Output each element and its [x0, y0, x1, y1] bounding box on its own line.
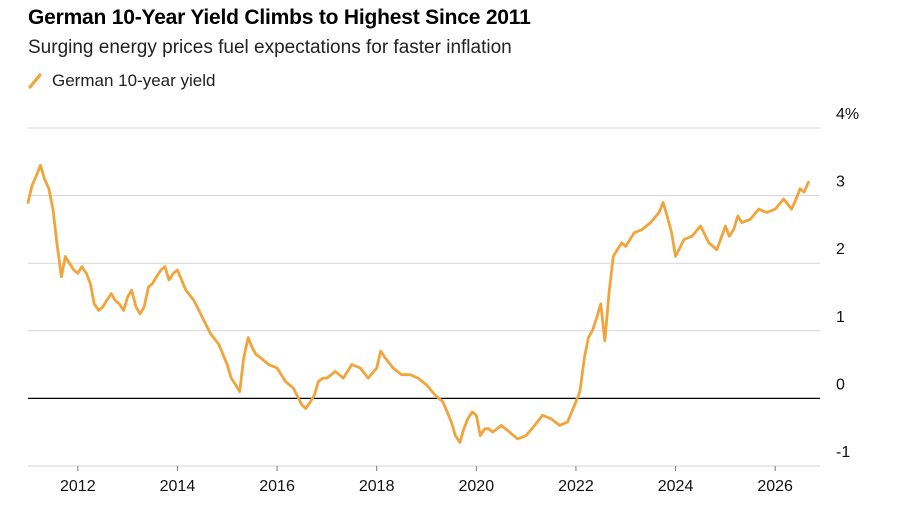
x-tick-label: 2022 — [558, 478, 594, 495]
chart-subtitle: Surging energy prices fuel expectations … — [28, 37, 512, 58]
legend-label: German 10-year yield — [52, 71, 216, 90]
legend-line-icon — [28, 73, 42, 89]
series-layer — [26, 163, 810, 444]
gridlines — [28, 127, 820, 467]
legend: German 10-year yield — [28, 71, 215, 91]
y-tick-label: 1 — [836, 309, 845, 326]
x-tick-label: 2018 — [359, 478, 395, 495]
y-tick-label: -1 — [836, 444, 850, 461]
y-axis: -1 0 1 2 3 4% — [836, 106, 859, 461]
x-tick-label: 2016 — [259, 478, 295, 495]
x-tick-label: 2024 — [658, 478, 694, 495]
x-tick-label: 2020 — [459, 478, 495, 495]
y-tick-label: 4% — [836, 106, 859, 123]
chart-title: German 10-Year Yield Climbs to Highest S… — [28, 6, 531, 29]
y-tick-label: 0 — [836, 376, 845, 393]
y-tick-label: 2 — [836, 241, 845, 258]
x-axis: 2012 2014 2016 2018 2020 2022 2024 2026 — [60, 466, 793, 495]
y-tick-label: 3 — [836, 174, 845, 191]
x-tick-label: 2014 — [160, 478, 196, 495]
x-tick-label: 2012 — [60, 478, 96, 495]
series-line-german-10-year-yield — [26, 163, 810, 444]
x-tick-label: 2026 — [757, 478, 793, 495]
